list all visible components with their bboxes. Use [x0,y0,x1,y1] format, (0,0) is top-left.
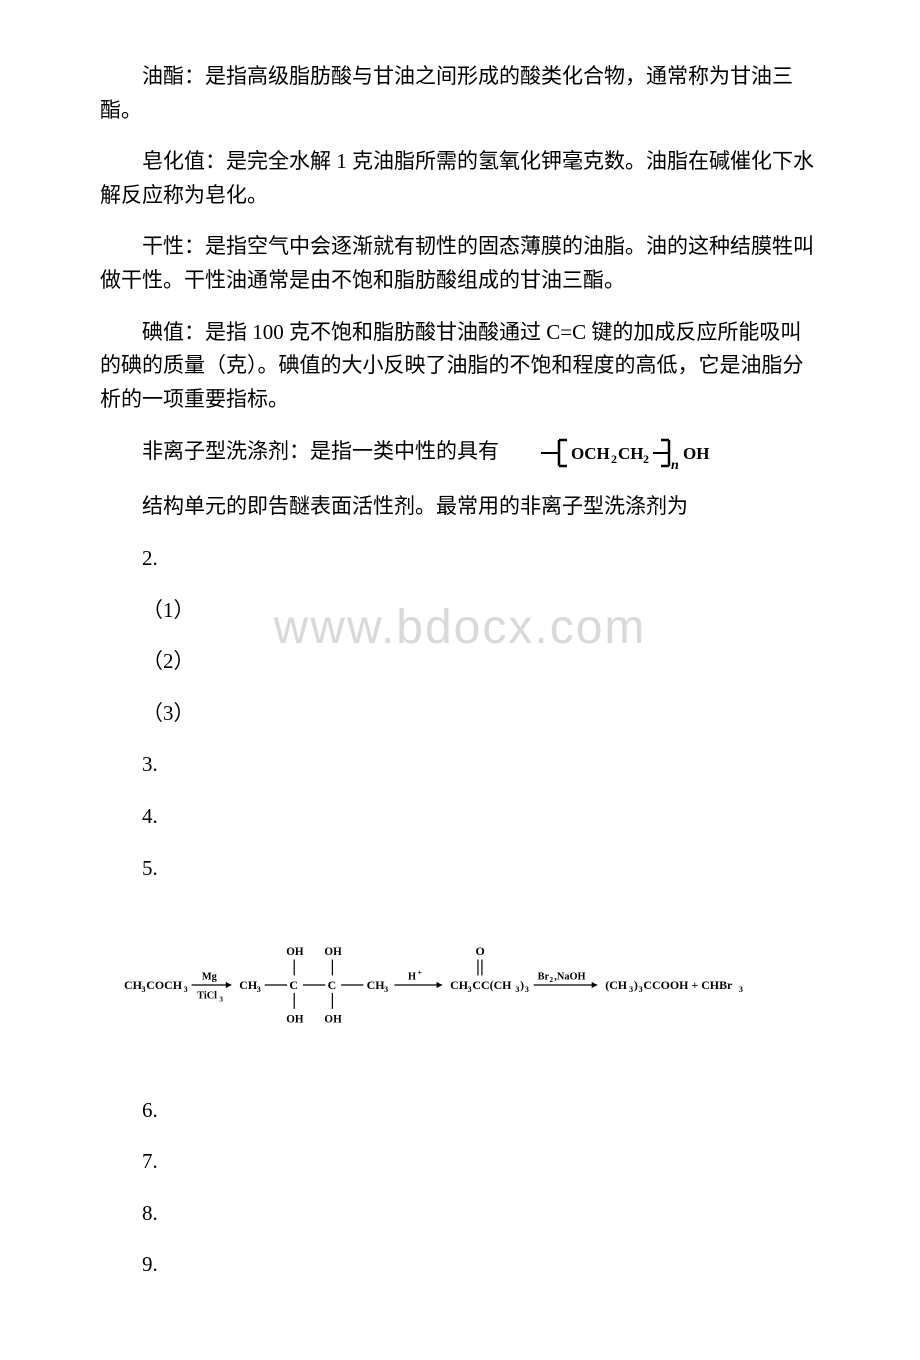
list-item: 6. [100,1094,820,1128]
svg-text:3: 3 [141,985,145,994]
svg-text:): ) [520,978,524,992]
list-item: 2. [100,542,820,576]
svg-text:3: 3 [184,985,188,994]
chemical-formula-inline: OCH 2 CH 2 n OH [499,434,731,472]
list-item: （3） [100,697,820,731]
svg-text:CH: CH [450,978,469,992]
svg-text:CCOOH + CHBr: CCOOH + CHBr [643,978,733,992]
paragraph-definition: 干性：是指空气中会逐渐就有韧性的固态薄膜的油脂。油的这种结膜牲叫做干性。干性油通… [100,230,820,297]
svg-text:3: 3 [384,985,388,994]
paragraph-continuation: 结构单元的即告醚表面活性剂。最常用的非离子型洗涤剂为 [100,490,820,524]
svg-text:OH: OH [324,946,342,958]
svg-text:2: 2 [643,452,649,466]
list-item: （1） [100,594,820,628]
svg-text:CH: CH [618,444,644,463]
svg-text:CH: CH [124,978,143,992]
list-item: 8. [100,1197,820,1231]
svg-text:(CH: (CH [605,978,628,992]
svg-text:OH: OH [324,1013,342,1025]
list-item: 9. [100,1248,820,1282]
svg-text:3: 3 [257,985,261,994]
svg-text:+: + [417,969,422,978]
svg-text:Mg: Mg [202,972,218,983]
svg-text:C: C [328,978,337,992]
list-item: 4. [100,800,820,834]
svg-text:OH: OH [683,444,709,463]
svg-text:CC(CH: CC(CH [472,978,512,992]
svg-text:CH: CH [239,978,258,992]
svg-text:O: O [476,944,485,958]
paragraph-definition: 油酯：是指高级脂肪酸与甘油之间形成的酸类化合物，通常称为甘油三酯。 [100,60,820,127]
list-item: （2） [100,645,820,679]
svg-text:3: 3 [525,985,529,994]
list-item: 5. [100,852,820,886]
svg-text:3: 3 [468,985,472,994]
paragraph-with-formula: 非离子型洗涤剂：是指一类中性的具有 OCH 2 CH 2 n OH [100,434,820,472]
paragraph-definition: 皂化值：是完全水解 1 克油脂所需的氢氧化钾毫克数。油脂在碱催化下水解反应称为皂… [100,145,820,212]
svg-text:): ) [634,978,638,992]
svg-text:3: 3 [639,985,643,994]
svg-text:3: 3 [219,996,223,1004]
svg-text:Br: Br [538,972,550,983]
list-item: 7. [100,1145,820,1179]
svg-text:C: C [289,978,298,992]
svg-text:COCH: COCH [146,978,182,992]
svg-text:n: n [671,458,679,472]
svg-text:OH: OH [286,946,304,958]
svg-text:2: 2 [550,976,554,984]
svg-text:3: 3 [515,985,519,994]
svg-text:OCH: OCH [571,444,610,463]
chemical-reaction-scheme: CH 3 COCH 3 Mg TiCl 3 CH 3 C OH OH [100,905,820,1074]
text-prefix: 非离子型洗涤剂：是指一类中性的具有 [142,439,499,463]
svg-text:,NaOH: ,NaOH [554,972,585,983]
paragraph-definition: 碘值：是指 100 克不饱和脂肪酸甘油酸通过 C=C 键的加成反应所能吸叫的碘的… [100,316,820,417]
svg-text:OH: OH [286,1013,304,1025]
svg-text:CH: CH [367,978,386,992]
svg-text:3: 3 [629,985,633,994]
svg-text:2: 2 [611,452,617,466]
svg-text:H: H [408,972,416,983]
svg-text:3: 3 [739,985,743,994]
list-item: 3. [100,748,820,782]
svg-text:TiCl: TiCl [197,991,217,1002]
